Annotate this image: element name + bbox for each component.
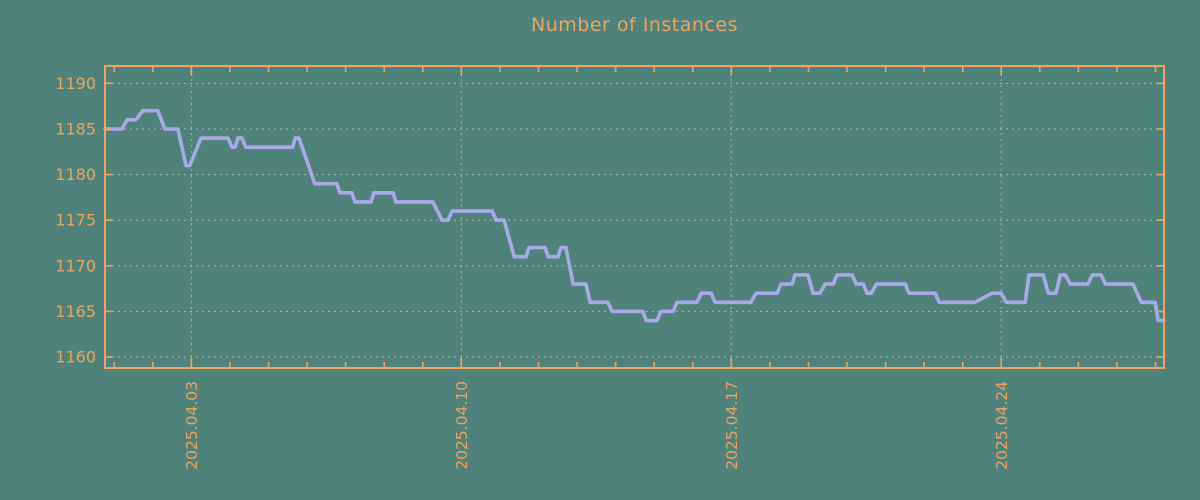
x-tick-label: 2025.04.03 xyxy=(183,381,201,470)
x-tick-label: 2025.04.24 xyxy=(993,381,1011,470)
x-tick-label: 2025.04.10 xyxy=(453,381,471,470)
y-tick-label: 1165 xyxy=(55,302,96,321)
y-tick-label: 1170 xyxy=(55,256,96,275)
y-tick-label: 1185 xyxy=(55,119,96,138)
chart-title: Number of Instances xyxy=(531,14,738,36)
y-tick-label: 1190 xyxy=(55,74,96,93)
y-tick-label: 1175 xyxy=(55,211,96,230)
y-tick-label: 1160 xyxy=(55,348,96,367)
x-tick-label: 2025.04.17 xyxy=(723,381,741,470)
y-tick-label: 1180 xyxy=(55,165,96,184)
series-line xyxy=(103,108,1166,323)
plot-border xyxy=(104,65,1165,369)
